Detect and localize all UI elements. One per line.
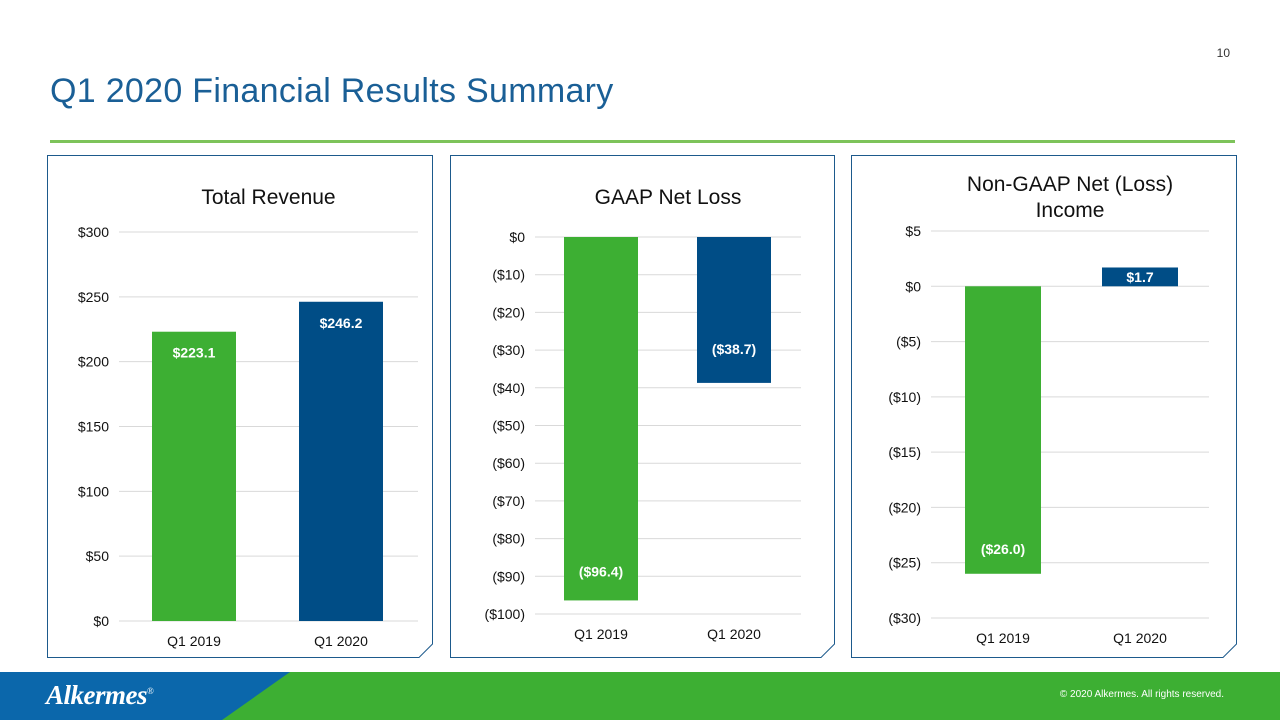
- y-tick-label: ($30): [492, 342, 525, 358]
- y-tick-label: ($50): [492, 418, 525, 434]
- chart-svg: Non-GAAP Net (Loss) Income $5 $0 ($5) ($10) ($…: [851, 155, 1237, 658]
- page-title: Q1 2020 Financial Results Summary: [50, 72, 614, 110]
- y-tick-label: ($20): [492, 304, 525, 320]
- y-tick-label: ($40): [492, 380, 525, 396]
- copyright-notice: © 2020 Alkermes. All rights reserved.: [1059, 689, 1224, 700]
- y-tick-label: ($70): [492, 493, 525, 509]
- y-tick-label: ($10): [888, 389, 921, 405]
- footer-blue-wedge: [0, 672, 290, 720]
- data-label: ($26.0): [981, 541, 1025, 557]
- y-tick-label: ($100): [485, 606, 525, 622]
- chart-svg: GAAP Net Loss $0 ($10) ($20) ($30) ($40) ($50)…: [450, 155, 835, 658]
- y-tick-label: ($15): [888, 444, 921, 460]
- y-tick-label: $0: [93, 613, 109, 629]
- page-number: 10: [1216, 46, 1230, 60]
- x-tick-label: Q1 2020: [1113, 630, 1167, 646]
- chart-title: GAAP Net Loss: [595, 186, 742, 209]
- y-tick-label: ($20): [888, 499, 921, 515]
- chart-panel-non-gaap-net-income: Non-GAAP Net (Loss) Income $5 $0 ($5) ($10) ($…: [851, 155, 1237, 658]
- footer-band: [0, 672, 1280, 720]
- chart-panel-total-revenue: Total Revenue $300 $250 $200 $150 $100 $50 $0 $2…: [47, 155, 433, 658]
- alkermes-logo: Alkermes®: [46, 680, 154, 710]
- x-tick-label: Q1 2020: [707, 626, 761, 642]
- chart-svg: Total Revenue $300 $250 $200 $150 $100 $50 $0 $2…: [47, 155, 433, 658]
- y-tick-label: $0: [509, 229, 525, 245]
- data-label: ($38.7): [712, 341, 756, 357]
- data-label: $246.2: [320, 315, 363, 331]
- y-tick-label: ($80): [492, 531, 525, 547]
- x-tick-label: Q1 2019: [976, 630, 1030, 646]
- bar-q1-2019: [152, 331, 236, 621]
- y-tick-label: ($10): [492, 267, 525, 283]
- y-tick-label: $50: [86, 548, 110, 564]
- title-divider: [50, 140, 1235, 143]
- data-label: ($96.4): [579, 563, 623, 579]
- bar-q1-2020: [697, 237, 771, 383]
- chart-title: Total Revenue: [201, 186, 335, 209]
- data-label: $1.7: [1126, 269, 1153, 285]
- chart-panel-frame: [47, 155, 433, 658]
- y-tick-label: $5: [905, 223, 921, 239]
- y-tick-label: $250: [78, 289, 109, 305]
- chart-panel-frame: [851, 155, 1237, 658]
- chart-panel-gaap-net-loss: GAAP Net Loss $0 ($10) ($20) ($30) ($40) ($50)…: [450, 155, 835, 658]
- x-tick-label: Q1 2019: [574, 626, 628, 642]
- bar-q1-2019: [564, 237, 638, 601]
- chart-panel-frame: [450, 155, 835, 658]
- y-tick-label: ($60): [492, 455, 525, 471]
- data-label: $223.1: [173, 345, 216, 361]
- y-tick-label: ($5): [896, 334, 921, 350]
- y-tick-label: ($90): [492, 568, 525, 584]
- chart-title: Income: [1036, 199, 1105, 222]
- y-tick-label: ($30): [888, 610, 921, 626]
- y-tick-label: $150: [78, 419, 109, 435]
- bar-q1-2020: [1102, 267, 1178, 287]
- y-tick-label: $100: [78, 483, 109, 499]
- y-tick-label: $200: [78, 354, 109, 370]
- y-tick-label: $300: [78, 224, 109, 240]
- y-tick-label: ($25): [888, 555, 921, 571]
- x-tick-label: Q1 2020: [314, 633, 368, 649]
- bar-q1-2020: [299, 301, 383, 621]
- y-tick-label: $0: [905, 278, 921, 294]
- x-tick-label: Q1 2019: [167, 633, 221, 649]
- bar-q1-2019: [965, 286, 1041, 574]
- chart-title: Non-GAAP Net (Loss): [967, 173, 1173, 196]
